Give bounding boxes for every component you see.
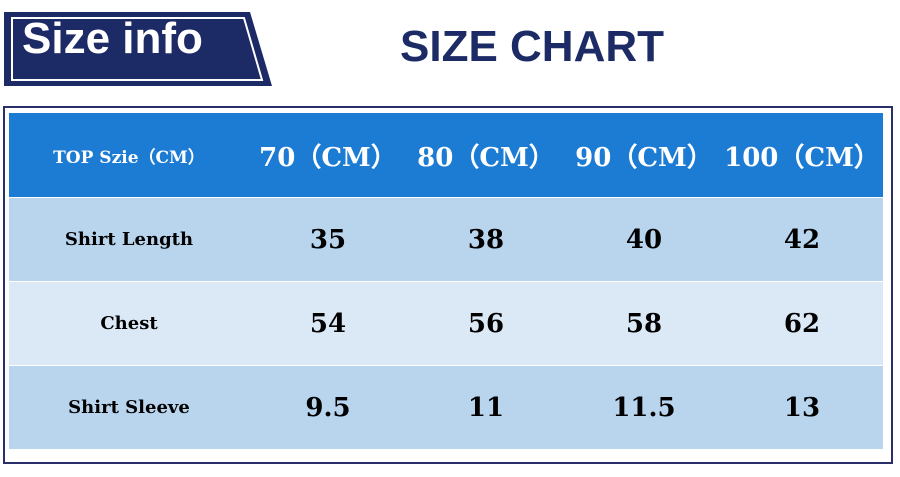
cell-value: 58 (625, 308, 663, 339)
cell-value: 35 (309, 224, 347, 255)
cell-value: 62 (783, 308, 821, 339)
row-label: Shirt Sleeve (68, 397, 190, 418)
row-label: Chest (100, 313, 158, 334)
cell-value: 9.5 (305, 392, 351, 423)
table-frame (3, 106, 893, 464)
column-header: 70（CM） (259, 142, 397, 173)
cell-value: 54 (309, 308, 347, 339)
data-row: Shirt Sleeve 9.5 11 11.5 13 (9, 366, 883, 449)
column-header: 100（CM） (724, 142, 880, 173)
cell-value: 56 (467, 308, 505, 339)
badge-shape (4, 12, 272, 86)
cell-value: 13 (783, 392, 821, 423)
column-header: 90（CM） (575, 142, 713, 173)
title: SIZE CHART (400, 22, 664, 71)
cell-value: 11 (467, 392, 505, 423)
cell-value: 38 (467, 224, 505, 255)
cell-value: 11.5 (612, 392, 676, 423)
size-table: TOP Szie（CM） 70（CM） 80（CM） 90（CM） 100（CM） Shi… (9, 113, 883, 450)
data-row: Shirt Length 35 38 40 42 (9, 198, 883, 281)
cell-value: 40 (625, 224, 663, 255)
column-header: 80（CM） (417, 142, 555, 173)
data-row: Chest 54 56 58 62 (9, 282, 883, 365)
cell-value: 42 (783, 224, 821, 255)
header-row: TOP Szie（CM） 70（CM） 80（CM） 90（CM） 100（CM） (9, 113, 883, 197)
badge-label: Size info (22, 14, 203, 63)
column-header: TOP Szie（CM） (53, 147, 205, 168)
row-label: Shirt Length (64, 229, 194, 250)
